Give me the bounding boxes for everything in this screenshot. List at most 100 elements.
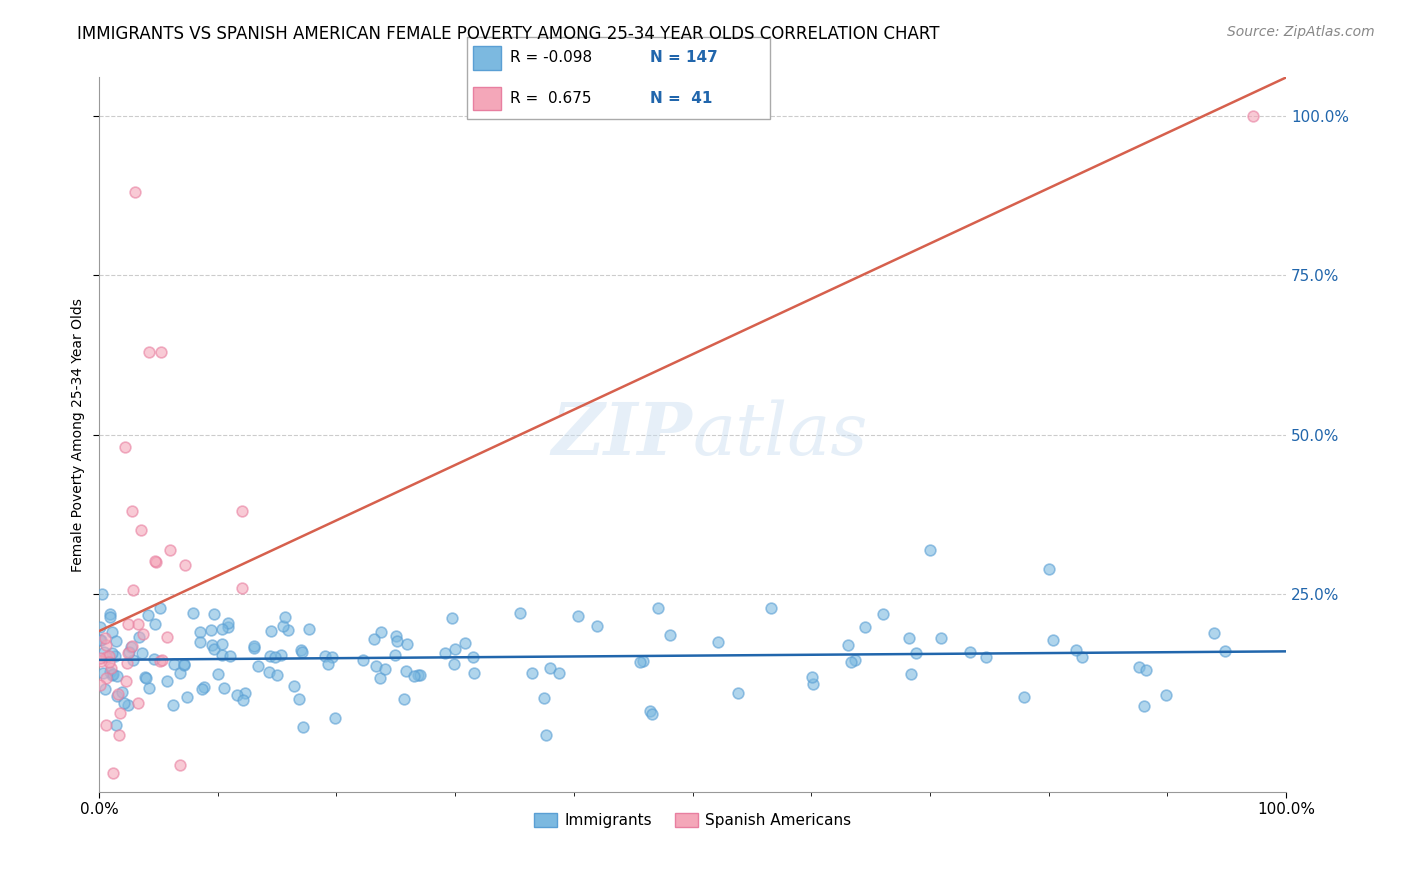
Point (159, 542, 181, 557)
Point (290, 642, 312, 657)
Point (118, 645, 141, 659)
Point (231, 581, 253, 595)
Point (292, 720, 315, 734)
Point (274, 610, 297, 624)
Bar (474, 45, 501, 70)
Point (173, 657, 195, 672)
Point (461, 650, 484, 665)
Point (103, 666, 125, 681)
Point (231, 504, 253, 518)
Point (136, 607, 159, 622)
Point (94, 649, 117, 664)
Point (298, 622, 321, 636)
Point (121, 639, 143, 653)
Point (90, 632, 112, 647)
Point (129, 524, 152, 538)
Point (443, 657, 465, 672)
Point (900, 667, 922, 681)
Point (112, 696, 135, 710)
Point (727, 686, 749, 700)
Text: ZIP: ZIP (551, 400, 693, 470)
Point (1064, 643, 1087, 657)
Point (1241, 109, 1264, 123)
Point (567, 609, 589, 624)
Point (132, 626, 155, 640)
Point (162, 698, 184, 712)
Point (270, 648, 292, 662)
Point (897, 632, 920, 646)
Text: R = -0.098: R = -0.098 (510, 50, 592, 65)
Point (176, 690, 198, 704)
Point (105, 668, 128, 682)
Point (104, 649, 127, 664)
Point (93, 646, 115, 660)
Point (434, 646, 457, 660)
Point (259, 648, 281, 663)
Point (110, 685, 132, 699)
Point (243, 639, 266, 653)
Point (368, 671, 391, 685)
Point (131, 646, 153, 660)
Point (138, 681, 160, 695)
FancyBboxPatch shape (467, 37, 770, 119)
Point (121, 653, 143, 667)
Point (128, 630, 150, 644)
Point (217, 615, 239, 630)
Point (872, 607, 894, 622)
Point (291, 645, 314, 659)
Point (1070, 650, 1092, 665)
Point (100, 661, 122, 675)
Point (385, 629, 408, 643)
Text: R =  0.675: R = 0.675 (510, 91, 592, 106)
Point (91, 587, 114, 601)
Point (839, 655, 862, 669)
Point (188, 634, 211, 648)
Point (853, 620, 876, 634)
Point (1128, 660, 1150, 674)
Point (837, 638, 859, 652)
Point (509, 607, 531, 621)
Point (974, 649, 997, 664)
Text: atlas: atlas (693, 400, 868, 470)
Point (443, 641, 465, 656)
Point (127, 616, 149, 631)
Point (283, 679, 305, 693)
Point (103, 765, 125, 780)
Point (101, 624, 124, 639)
Point (385, 634, 408, 648)
Point (214, 681, 236, 696)
Point (538, 661, 561, 675)
Point (1215, 643, 1237, 657)
Point (115, 657, 138, 671)
Point (370, 625, 392, 640)
Point (959, 645, 981, 659)
Point (533, 690, 555, 705)
Point (440, 611, 463, 625)
Point (101, 647, 124, 661)
Point (190, 624, 212, 639)
Point (658, 628, 681, 642)
Point (107, 687, 129, 701)
Point (323, 711, 346, 725)
Point (211, 637, 233, 651)
Point (233, 686, 256, 700)
Point (150, 653, 173, 667)
Point (98, 655, 121, 669)
Point (406, 667, 429, 681)
Point (277, 624, 299, 638)
Point (117, 698, 139, 712)
Point (156, 630, 179, 644)
Point (145, 555, 167, 569)
Point (89, 651, 111, 665)
Legend: Immigrants, Spanish Americans: Immigrants, Spanish Americans (527, 806, 858, 834)
Point (801, 677, 824, 691)
Point (105, 718, 128, 732)
Point (174, 558, 197, 572)
Point (321, 650, 343, 665)
Point (534, 727, 557, 741)
Point (149, 344, 172, 359)
Point (463, 666, 485, 681)
Point (138, 344, 160, 359)
Point (225, 688, 247, 702)
Point (143, 617, 166, 632)
